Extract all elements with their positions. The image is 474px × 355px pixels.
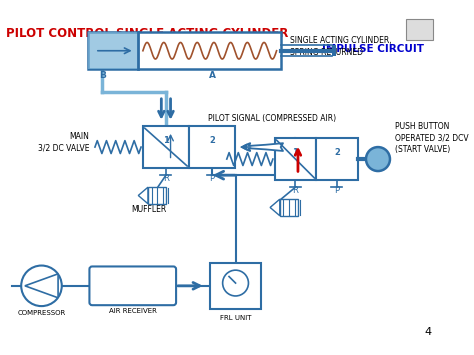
- Polygon shape: [25, 274, 58, 298]
- Polygon shape: [270, 199, 280, 216]
- Text: FRL UNIT: FRL UNIT: [220, 315, 251, 321]
- Bar: [332, 45, 337, 56]
- Text: B: B: [99, 71, 106, 80]
- Polygon shape: [138, 187, 148, 204]
- Bar: [316, 138, 358, 180]
- Text: 1: 1: [163, 136, 169, 145]
- Bar: [275, 138, 316, 180]
- Circle shape: [366, 147, 390, 171]
- Text: P: P: [210, 174, 215, 183]
- Bar: [189, 126, 235, 168]
- Text: IMPULSE CIRCUIT: IMPULSE CIRCUIT: [322, 44, 424, 54]
- FancyBboxPatch shape: [90, 267, 176, 305]
- Text: AIR RECEIVER: AIR RECEIVER: [109, 308, 157, 315]
- Text: 4: 4: [424, 327, 431, 337]
- Bar: [148, 187, 166, 204]
- Bar: [280, 199, 298, 216]
- Text: 2: 2: [209, 136, 215, 145]
- Bar: [88, 32, 281, 69]
- Text: SINGLE ACTING CYLINDER,
SPRING RETURNED: SINGLE ACTING CYLINDER, SPRING RETURNED: [291, 36, 392, 56]
- Text: PUSH BUTTON
OPERATED 3/2 DCV
(START VALVE): PUSH BUTTON OPERATED 3/2 DCV (START VALV…: [394, 122, 468, 154]
- Bar: [143, 126, 189, 168]
- Bar: [88, 32, 138, 69]
- Text: R: R: [163, 174, 169, 183]
- Bar: [210, 263, 261, 309]
- Text: A: A: [209, 71, 216, 80]
- Bar: [406, 20, 433, 40]
- Text: PILOT SIGNAL (COMPRESSED AIR): PILOT SIGNAL (COMPRESSED AIR): [208, 114, 336, 124]
- Text: 1: 1: [292, 148, 299, 157]
- Text: 2: 2: [334, 148, 340, 157]
- Text: MUFFLER: MUFFLER: [131, 205, 166, 214]
- Text: COMPRESSOR: COMPRESSOR: [18, 310, 65, 316]
- Text: MAIN
3/2 DC VALVE: MAIN 3/2 DC VALVE: [38, 132, 90, 153]
- Circle shape: [223, 270, 248, 296]
- Circle shape: [21, 266, 62, 306]
- Text: PILOT CONTROL SINGLE ACTING CYLINDER: PILOT CONTROL SINGLE ACTING CYLINDER: [6, 27, 288, 40]
- Text: P: P: [334, 186, 339, 195]
- Text: R: R: [292, 186, 299, 195]
